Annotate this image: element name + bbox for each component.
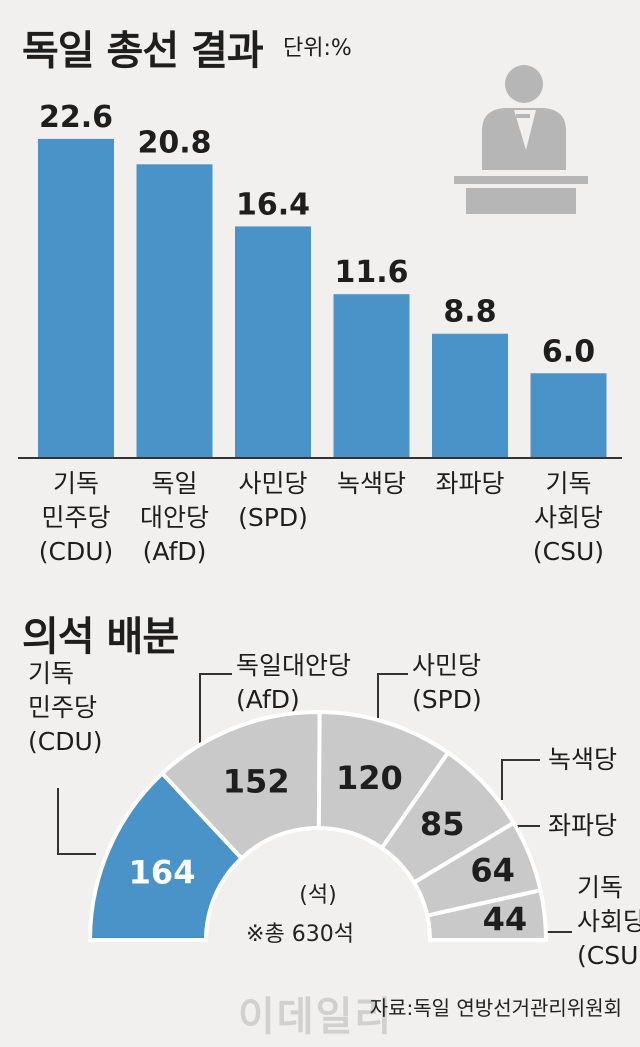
- bar-category-label: 사민당: [238, 469, 307, 498]
- unit-label: 단위:%: [283, 36, 352, 61]
- leader-line: [199, 673, 232, 752]
- seat-party-label: 좌파당: [548, 811, 617, 840]
- seat-party-label: 사회당: [577, 907, 640, 936]
- bar-category-label: 대안당: [140, 503, 209, 532]
- bar-category-label: 민주당: [41, 503, 110, 532]
- bar: [333, 294, 410, 458]
- seat-party-label: (CDU): [28, 727, 103, 756]
- bar-value-label: 6.0: [542, 334, 595, 369]
- seat-party-label: (SPD): [412, 685, 482, 714]
- bar-value-label: 8.8: [443, 295, 496, 330]
- seat-value-label: 164: [129, 853, 196, 891]
- seat-slice: [424, 887, 549, 942]
- seat-value-label: 120: [336, 759, 403, 797]
- bar: [38, 138, 114, 458]
- leader-line: [57, 788, 96, 855]
- bar-category-label: 기독: [53, 469, 99, 498]
- seats-title: 의석 배분: [22, 614, 179, 660]
- bar: [432, 333, 508, 458]
- seat-party-label: 사민당: [412, 651, 481, 680]
- seat-party-label: (AfD): [236, 685, 300, 714]
- bar-category-label: 기독: [545, 469, 591, 498]
- bar-category-label: (CDU): [39, 537, 114, 566]
- seat-value-label: 85: [420, 805, 465, 843]
- bar-value-label: 22.6: [39, 100, 113, 135]
- bar: [530, 373, 607, 458]
- bar-category-label: (AfD): [143, 537, 207, 566]
- speaker-podium-icon: [454, 65, 588, 214]
- seat-value-label: 152: [223, 763, 290, 801]
- bar: [136, 164, 213, 458]
- bar-value-label: 16.4: [236, 187, 310, 222]
- bar: [235, 226, 311, 458]
- bar-category-label: 좌파당: [435, 469, 504, 498]
- bar-category-label: 녹색당: [337, 469, 406, 498]
- seat-party-label: (CSU): [577, 941, 640, 970]
- bar-category-label: 사회당: [534, 503, 603, 532]
- source-note: 자료:독일 연방선거관리위원회: [369, 996, 622, 1020]
- seat-value-label: 44: [483, 900, 528, 938]
- seat-value-label: 64: [470, 851, 515, 889]
- chart-title: 독일 총선 결과: [22, 28, 264, 74]
- bar-value-label: 11.6: [334, 255, 408, 290]
- bar-value-label: 20.8: [137, 125, 211, 160]
- leader-line: [501, 759, 540, 800]
- watermark: 이데일리: [238, 994, 394, 1040]
- bar-category-label: (SPD): [238, 503, 308, 532]
- seat-party-label: 기독: [577, 873, 623, 902]
- seat-party-label: 독일대안당: [236, 651, 351, 680]
- bar-category-label: 독일: [151, 469, 197, 498]
- seat-center-unit: (석): [299, 883, 336, 908]
- seat-party-label: 기독: [28, 659, 74, 688]
- seat-total-note: ※총 630석: [246, 922, 354, 947]
- bar-category-label: (CSU): [533, 537, 604, 566]
- seat-party-label: 민주당: [28, 693, 97, 722]
- seat-party-label: 녹색당: [548, 745, 617, 774]
